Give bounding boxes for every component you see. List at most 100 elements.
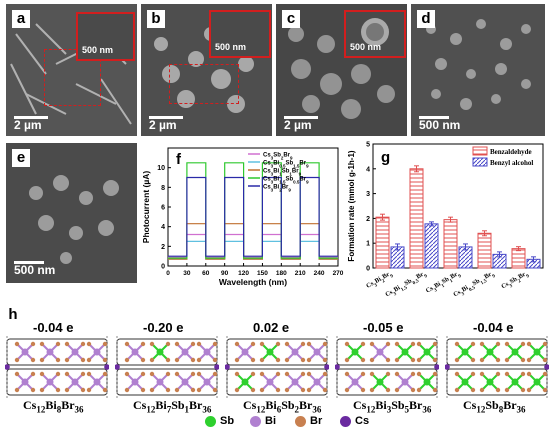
br-atom (39, 371, 45, 377)
legend-label-f: Cs3Bi2Br9 (263, 185, 291, 193)
bi-atom (351, 378, 359, 386)
br-atom (344, 357, 350, 363)
br-atom (454, 341, 460, 347)
series-line-f-4 (168, 176, 338, 257)
charge-label: -0.04 e (473, 320, 514, 335)
y-tick-label-g: 1 (366, 241, 370, 248)
br-atom (526, 341, 532, 347)
inset-scale-a: 500 nm (82, 45, 114, 55)
sem-image-e: e 500 nm (6, 143, 137, 283)
br-atom (259, 357, 265, 363)
br-atom (196, 371, 202, 377)
legend-label-f: Cs3Bi0.5Sb1.5Br9 (263, 161, 309, 169)
sb-atom (461, 378, 469, 386)
scale-bar-d (419, 116, 449, 119)
br-atom (80, 341, 86, 347)
br-atom (344, 387, 350, 393)
series-line-f-2 (168, 223, 338, 260)
element-symbol: Br (299, 398, 313, 412)
br-atom (64, 357, 70, 363)
cs-atom (335, 364, 340, 370)
br-atom (344, 341, 350, 347)
element-count: 5 (404, 404, 410, 415)
element-symbol: Br (189, 398, 203, 412)
br-atom (165, 371, 171, 377)
bi-atom (71, 378, 79, 386)
br-atom (394, 341, 400, 347)
br-atom (385, 341, 391, 347)
br-atom (212, 387, 218, 393)
crystal-structure (115, 336, 219, 398)
crystal-structure (5, 336, 109, 398)
y-tick-label-g: 5 (366, 142, 370, 149)
element-symbol: Cs (353, 398, 367, 412)
br-atom (385, 371, 391, 377)
br-atom (504, 357, 510, 363)
br-atom (259, 387, 265, 393)
br-atom (495, 371, 501, 377)
br-atom (369, 357, 375, 363)
cs-atom (225, 364, 230, 370)
atom-legend-label: Sb (220, 415, 235, 427)
br-atom (14, 341, 20, 347)
br-atom (284, 341, 290, 347)
br-atom (495, 341, 501, 347)
y-axis-label-f: Photocurrent (µA) (141, 171, 151, 244)
roi-box-b (169, 64, 239, 104)
element-symbol: Cs (133, 398, 147, 412)
br-atom (39, 341, 45, 347)
x-tick-label-f: 120 (238, 270, 249, 277)
element-count: 3 (386, 404, 392, 415)
br-atom (520, 387, 526, 393)
bar-g-0 (511, 248, 526, 269)
scale-bar-b (149, 116, 183, 119)
br-atom (234, 387, 240, 393)
element-count: 36 (202, 404, 212, 415)
inset-scale-b: 500 nm (215, 42, 247, 52)
br-atom (385, 387, 391, 393)
inset-c: 500 nm (344, 10, 406, 58)
sb-atom (266, 348, 274, 356)
br-atom (410, 357, 416, 363)
y-tick-label-f: 0 (161, 264, 165, 271)
br-atom (526, 371, 532, 377)
br-atom (410, 371, 416, 377)
bi-atom (93, 378, 101, 386)
category-label-g: Cs3Bi0.5Sb1.5Br9 (452, 269, 496, 300)
br-atom (165, 357, 171, 363)
br-atom (55, 387, 61, 393)
br-atom (454, 371, 460, 377)
category-label-g: Cs3Bi1.5Sb0.5Br9 (384, 269, 428, 300)
br-atom (149, 341, 155, 347)
legend-swatch-g (472, 157, 488, 167)
element-symbol: Sb (485, 398, 499, 412)
bar-g-0 (409, 168, 424, 269)
bi-atom (401, 378, 409, 386)
x-tick-label-f: 30 (183, 270, 191, 277)
br-atom (275, 387, 281, 393)
element-count: 36 (422, 404, 432, 415)
x-tick-label-f: 90 (221, 270, 229, 277)
br-atom (80, 357, 86, 363)
legend-label-f: Cs3Bi1Sb1Br9 (263, 169, 302, 177)
element-count: 12 (476, 404, 486, 415)
category-label-g: Cs3Sb2Br9 (500, 269, 530, 292)
category-label-g: Cs3Bi2Br9 (365, 269, 395, 292)
atom-legend-label: Bi (265, 415, 276, 427)
x-tick-label-f: 270 (333, 270, 344, 277)
sb-atom (533, 378, 541, 386)
br-atom (360, 371, 366, 377)
br-atom (212, 357, 218, 363)
br-atom (479, 387, 485, 393)
panel-label-g: g (381, 149, 390, 166)
legend-label-f: Cs3Bi1.5Sb0.5Br9 (263, 177, 309, 185)
bi-atom (93, 348, 101, 356)
br-atom (416, 387, 422, 393)
br-atom (124, 387, 130, 393)
br-atom (250, 357, 256, 363)
br-atom (479, 357, 485, 363)
element-count: 36 (74, 404, 84, 415)
sb-atom (423, 348, 431, 356)
br-atom (470, 371, 476, 377)
br-atom (102, 371, 108, 377)
